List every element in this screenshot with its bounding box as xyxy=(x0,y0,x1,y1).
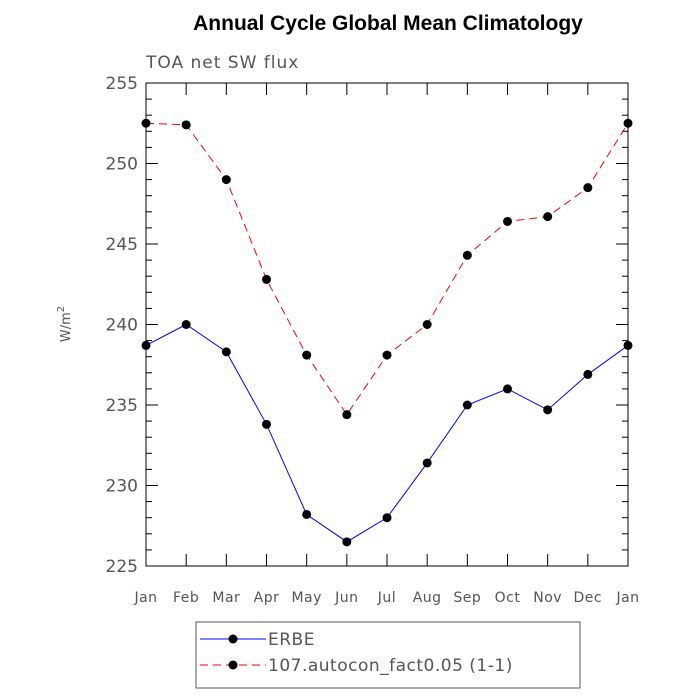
legend-marker xyxy=(228,660,238,670)
data-point xyxy=(262,274,271,284)
y-axis-label-superscript: 2 xyxy=(56,306,67,312)
data-point xyxy=(302,350,312,360)
y-tick-label: 255 xyxy=(106,74,138,94)
legend: ERBE 107.autocon_fact0.05 (1-1) xyxy=(195,621,581,689)
data-point xyxy=(342,410,352,420)
tick-labels: 225 230 235 240 245 250 255 Jan Feb Mar Apr May Jun J… xyxy=(106,74,640,606)
series-layer xyxy=(141,118,633,547)
axes-ticks xyxy=(145,82,629,567)
data-point xyxy=(141,340,151,350)
plot-frame xyxy=(145,82,629,567)
data-point xyxy=(221,175,231,185)
legend-label: 107.autocon_fact0.05 (1-1) xyxy=(268,656,513,676)
data-point xyxy=(543,212,553,222)
y-tick-label: 245 xyxy=(106,235,138,255)
series-line xyxy=(145,122,629,416)
data-point xyxy=(221,347,231,357)
x-tick-label: Jul xyxy=(377,590,396,606)
x-tick-label: May xyxy=(291,590,321,606)
y-axis-label-unit: W/m xyxy=(59,312,74,342)
y-axis-label: W/m2 xyxy=(56,306,74,342)
x-tick-label: Jan xyxy=(133,590,157,606)
legend-label: ERBE xyxy=(268,630,315,650)
y-tick-label: 225 xyxy=(106,557,138,577)
data-point xyxy=(623,340,633,350)
x-tick-label: Nov xyxy=(533,590,562,606)
data-point xyxy=(462,250,472,260)
x-tick-label: Mar xyxy=(212,590,240,606)
data-point xyxy=(382,350,392,360)
y-tick-label: 240 xyxy=(106,316,138,336)
x-tick-label: Aug xyxy=(413,590,442,606)
y-tick-label: 230 xyxy=(106,477,138,497)
x-tick-label: Feb xyxy=(173,590,199,606)
data-point xyxy=(422,458,432,468)
data-point xyxy=(503,216,512,226)
x-tick-label: Dec xyxy=(574,590,603,606)
data-point xyxy=(382,513,392,523)
data-point xyxy=(181,320,191,329)
y-tick-label: 250 xyxy=(106,155,138,175)
data-point xyxy=(302,509,312,519)
data-point xyxy=(543,405,553,415)
data-point xyxy=(583,183,593,193)
data-point xyxy=(141,118,151,128)
data-point xyxy=(583,369,593,379)
data-point xyxy=(422,320,432,329)
data-point xyxy=(503,384,512,394)
x-tick-label: Jun xyxy=(334,590,358,606)
series-1 xyxy=(141,320,633,547)
chart-title: Annual Cycle Global Mean Climatology xyxy=(193,12,583,35)
data-point xyxy=(262,419,271,429)
legend-item: 107.autocon_fact0.05 (1-1) xyxy=(200,656,513,676)
data-point xyxy=(342,537,352,547)
data-point xyxy=(181,120,191,130)
legend-marker xyxy=(228,634,238,644)
data-point xyxy=(462,400,472,410)
series-2 xyxy=(141,118,633,420)
y-tick-label: 235 xyxy=(106,396,138,416)
chart-subtitle: TOA net SW flux xyxy=(145,53,299,73)
legend-box xyxy=(195,621,581,689)
data-point xyxy=(623,118,633,128)
x-tick-label: Apr xyxy=(254,590,280,606)
legend-item: ERBE xyxy=(200,630,315,650)
x-tick-label: Oct xyxy=(495,590,521,606)
x-tick-label: Sep xyxy=(453,590,481,606)
x-tick-label: Jan xyxy=(615,590,639,606)
